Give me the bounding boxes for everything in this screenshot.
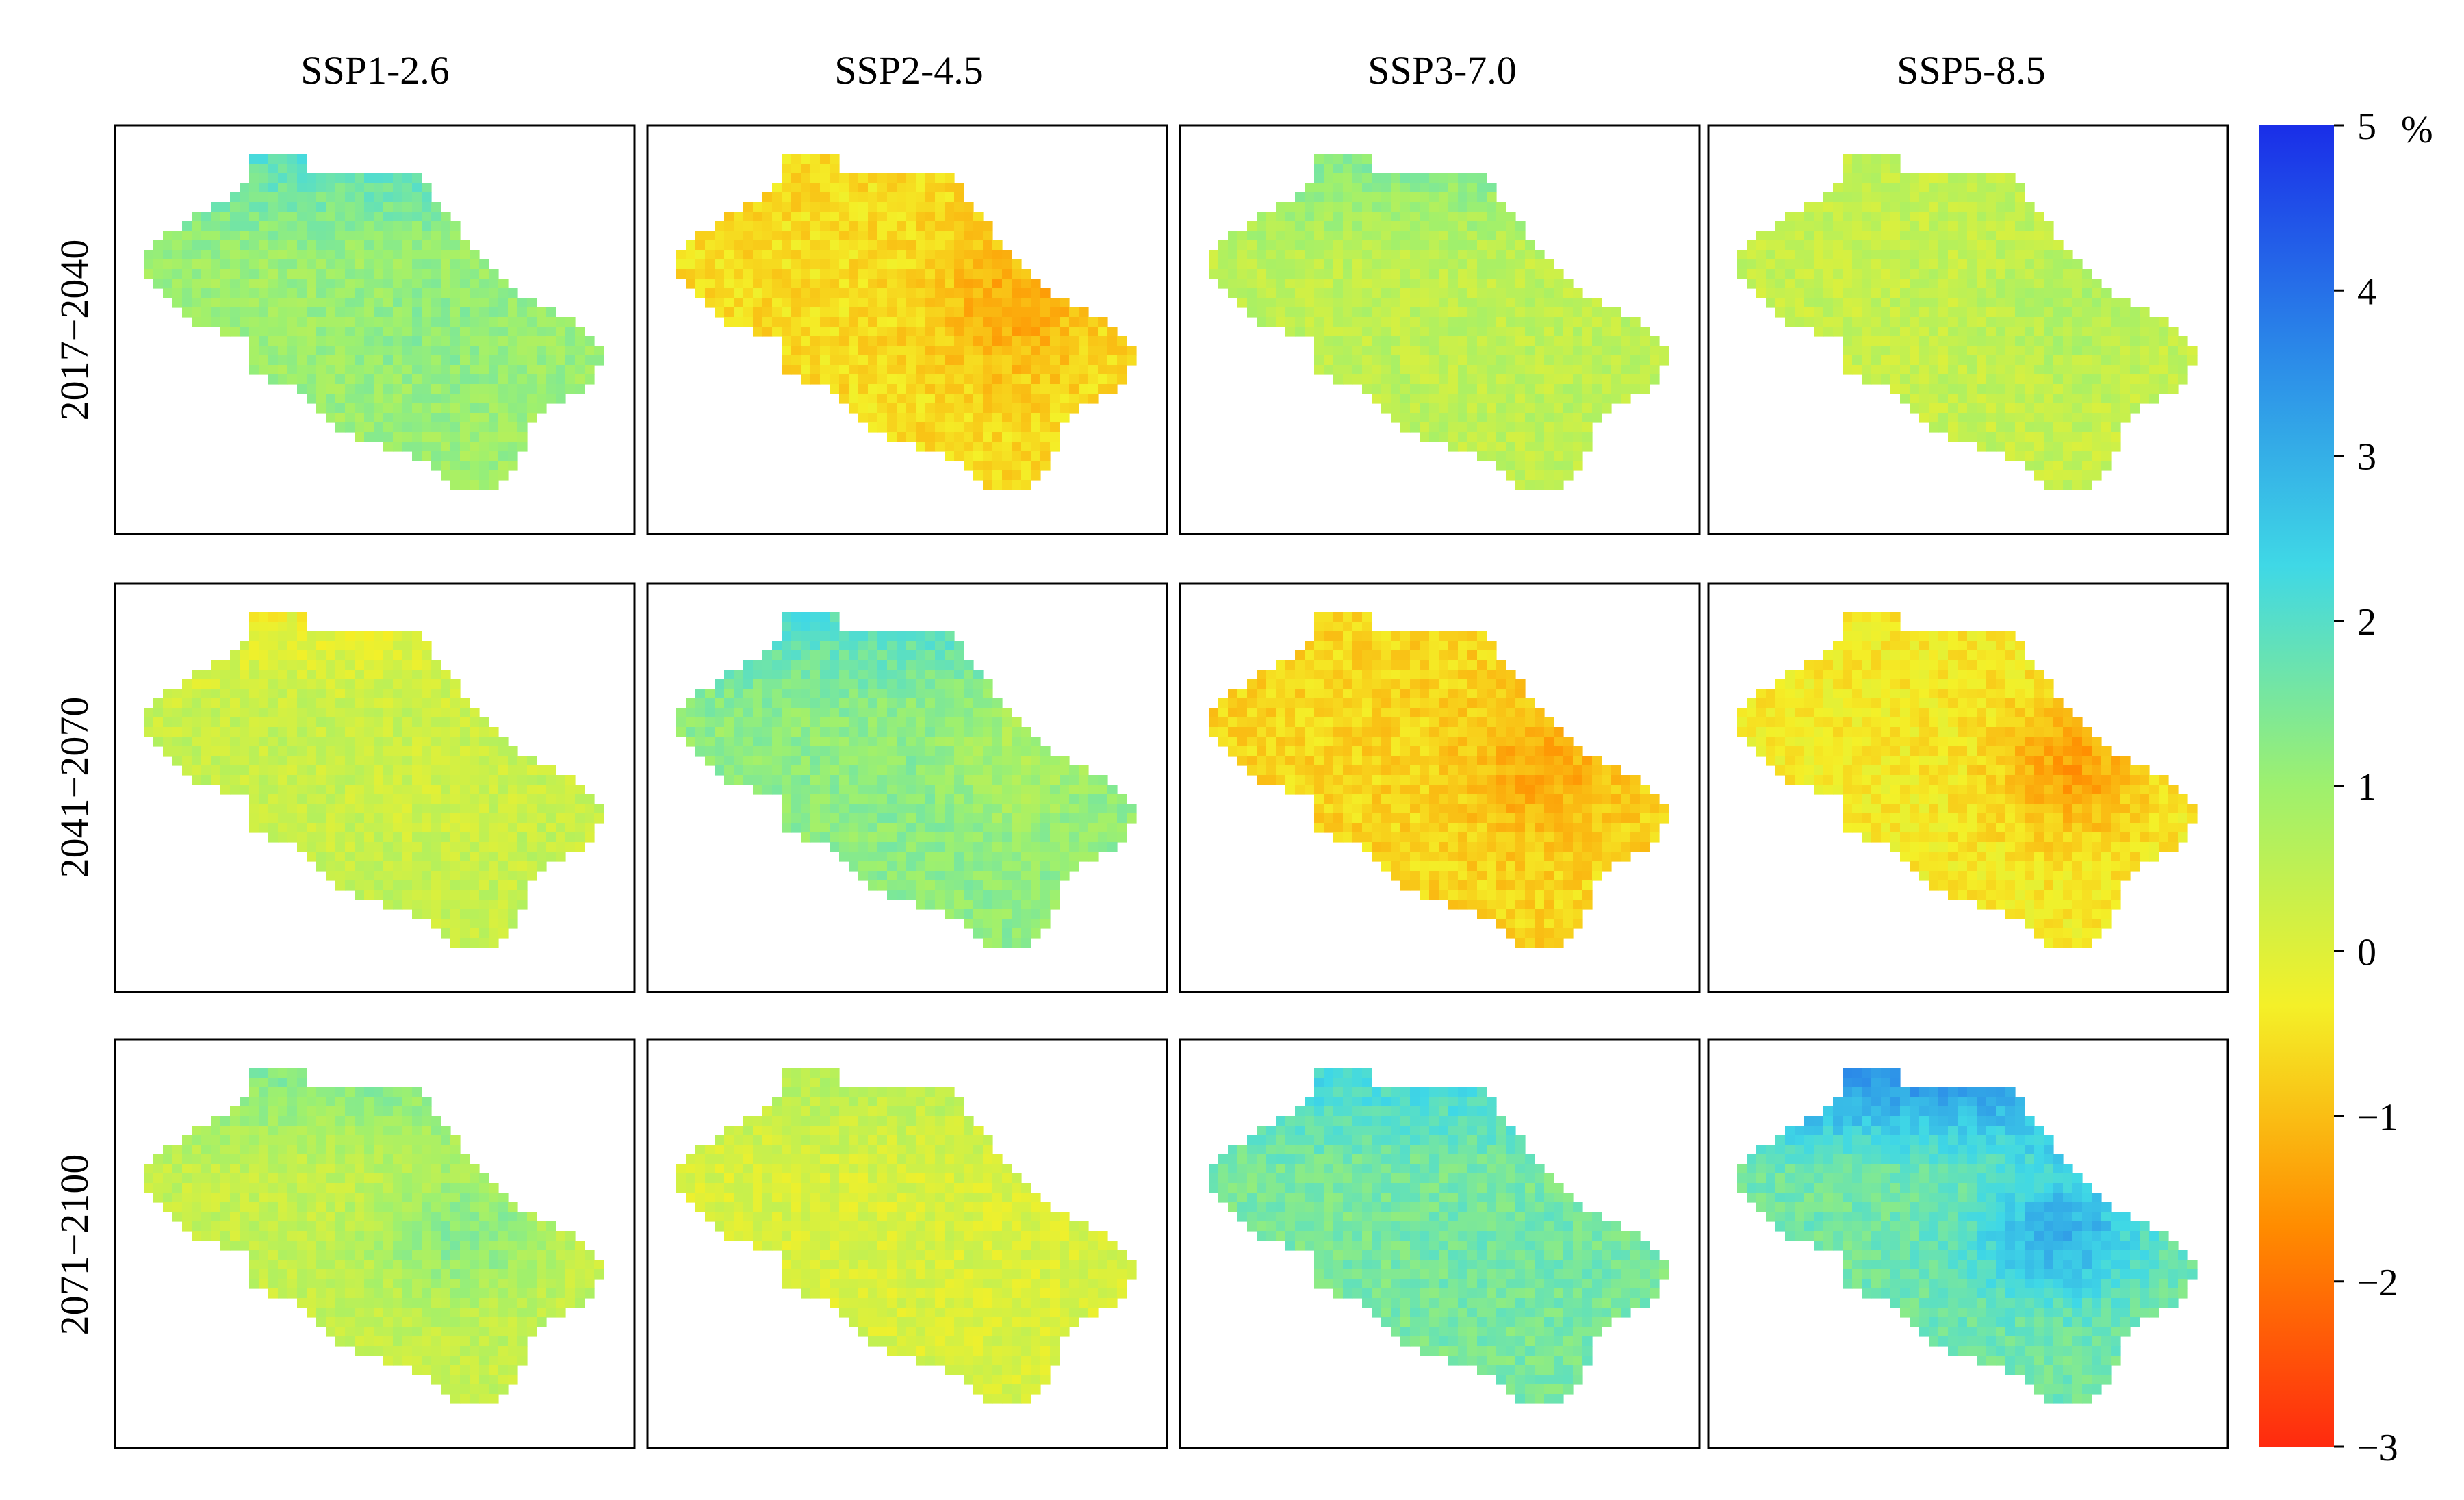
- panel-frame: [1179, 582, 1701, 993]
- map-panel: [646, 582, 1168, 993]
- panel-frame: [1707, 1038, 2229, 1449]
- column-title-ssp5: SSP5-8.5: [1897, 48, 2046, 92]
- map-panel: [1179, 124, 1701, 535]
- panel-frame: [646, 124, 1168, 535]
- colorbar-tick-label: −3: [2357, 1427, 2398, 1469]
- colorbar-tick-label: −2: [2357, 1262, 2398, 1304]
- panel-frame: [646, 1038, 1168, 1449]
- column-title-ssp3: SSP3-7.0: [1368, 48, 1517, 92]
- row-title-2041-2070: 2041−2070: [52, 697, 97, 878]
- map-panel: [1179, 582, 1701, 993]
- panel-frame: [1707, 124, 2229, 535]
- map-panel: [1707, 1038, 2229, 1449]
- map-panel: [1707, 582, 2229, 993]
- panel-frame: [1707, 582, 2229, 993]
- colorbar-tick-label: 5: [2357, 105, 2376, 148]
- colorbar: 5 4 3 2 1 0 −1 −2 −3 %: [2259, 105, 2433, 1469]
- map-panel: [114, 1038, 636, 1449]
- colorbar-tick-label: 2: [2357, 601, 2376, 644]
- map-panel: [114, 124, 636, 535]
- panel-frame: [114, 124, 636, 535]
- panel-frame: [646, 582, 1168, 993]
- column-title-ssp1: SSP1-2.6: [300, 48, 450, 92]
- column-title-ssp2: SSP2-4.5: [834, 48, 984, 92]
- colorbar-ticks: 5 4 3 2 1 0 −1 −2 −3: [2334, 105, 2398, 1469]
- map-panel: [646, 124, 1168, 535]
- panel-frame: [114, 582, 636, 993]
- row-title-2071-2100: 2071−2100: [52, 1154, 97, 1336]
- colorbar-tick-label: −1: [2357, 1097, 2398, 1139]
- colorbar-tick-label: 4: [2357, 270, 2376, 313]
- colorbar-unit: %: [2401, 109, 2433, 151]
- map-panel: [1707, 124, 2229, 535]
- panel-frame: [114, 1038, 636, 1449]
- map-panel: [1179, 1038, 1701, 1449]
- colorbar-tick-label: 0: [2357, 931, 2376, 974]
- colorbar-tick-label: 3: [2357, 436, 2376, 479]
- panel-frame: [1179, 124, 1701, 535]
- map-panel: [646, 1038, 1168, 1449]
- map-panels: [114, 124, 2229, 1449]
- colorbar-tick-label: 1: [2357, 766, 2376, 809]
- colorbar-gradient: [2259, 125, 2334, 1447]
- panel-frame: [1179, 1038, 1701, 1449]
- row-title-2017-2040: 2017−2040: [52, 240, 97, 421]
- map-panel: [114, 582, 636, 993]
